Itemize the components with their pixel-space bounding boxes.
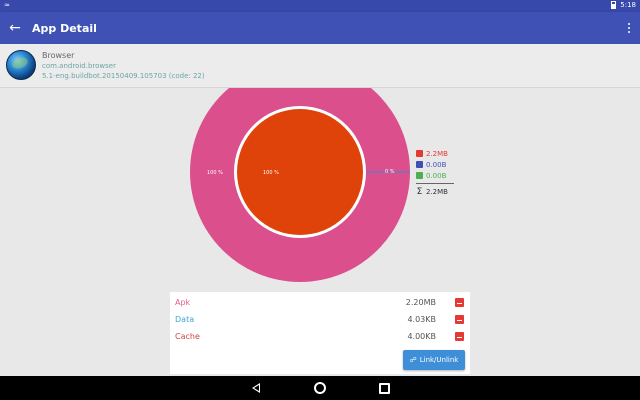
outer-slice-label: 100 %: [207, 170, 223, 176]
app-package: com.android.browser: [42, 62, 116, 70]
link-icon: ☍: [409, 356, 417, 364]
legend-item-cache: 0.00B: [416, 170, 454, 181]
delete-apk-icon[interactable]: [455, 298, 464, 307]
inner-ring-slice: [237, 109, 363, 235]
link-unlink-label: Link/Unlink: [419, 356, 459, 364]
size-value-data: 4.03KB: [407, 315, 436, 324]
legend-item-apk: 2.2MB: [416, 148, 454, 159]
size-label-apk: Apk: [175, 298, 191, 307]
nav-home-icon[interactable]: [312, 380, 328, 396]
data-icon: [416, 161, 423, 168]
legend-divider: [416, 183, 454, 184]
size-card: Apk 2.20MB Data 4.03KB Cache 4.00KB ☍ Li…: [170, 292, 470, 374]
wifi-icon: ≈: [4, 1, 10, 9]
link-unlink-button[interactable]: ☍ Link/Unlink: [403, 350, 465, 370]
battery-icon: [611, 1, 617, 9]
app-version: 5.1-eng.buildbot.20150409.105703 (code: …: [42, 72, 205, 80]
toolbar: ← App Detail: [0, 12, 640, 44]
legend-item-data: 0.00B: [416, 159, 454, 170]
inner-slice-label: 100 %: [263, 170, 279, 176]
zero-slice-label: 0 %: [385, 169, 395, 175]
apk-icon: [416, 150, 423, 157]
delete-cache-icon[interactable]: [455, 332, 464, 341]
legend-value-apk: 2.2MB: [426, 149, 448, 158]
overflow-menu-icon[interactable]: [624, 20, 634, 36]
navigation-bar: [0, 376, 640, 400]
storage-chart: 100 % 100 % 0 %: [0, 88, 640, 288]
nav-recents-icon[interactable]: [376, 380, 392, 396]
page-title: App Detail: [32, 21, 97, 35]
size-label-cache: Cache: [175, 332, 200, 341]
delete-data-icon[interactable]: [455, 315, 464, 324]
size-label-data: Data: [175, 315, 195, 324]
size-value-apk: 2.20MB: [405, 298, 436, 307]
app-header: Browser com.android.browser 5.1-eng.buil…: [0, 44, 640, 88]
legend-value-cache: 0.00B: [426, 171, 447, 180]
nav-back-icon[interactable]: [248, 380, 264, 396]
sigma-icon: Σ: [416, 186, 423, 197]
cache-icon: [416, 172, 423, 179]
arrow-left-icon[interactable]: ←: [9, 20, 21, 36]
size-row-cache: Cache 4.00KB: [170, 329, 470, 345]
status-bar: ≈ 5:18: [0, 0, 640, 12]
size-value-cache: 4.00KB: [407, 332, 436, 341]
app-icon: [6, 50, 36, 80]
status-time: 5:18: [620, 1, 636, 9]
size-row-apk: Apk 2.20MB: [170, 295, 470, 311]
size-row-data: Data 4.03KB: [170, 312, 470, 328]
chart-legend: 2.2MB 0.00B 0.00B Σ 2.2MB: [416, 148, 454, 197]
storage-chart-svg: 100 % 100 % 0 %: [190, 88, 410, 282]
legend-total: Σ 2.2MB: [416, 186, 454, 197]
app-name: Browser: [42, 51, 75, 60]
legend-total-value: 2.2MB: [426, 187, 448, 196]
legend-value-data: 0.00B: [426, 160, 447, 169]
